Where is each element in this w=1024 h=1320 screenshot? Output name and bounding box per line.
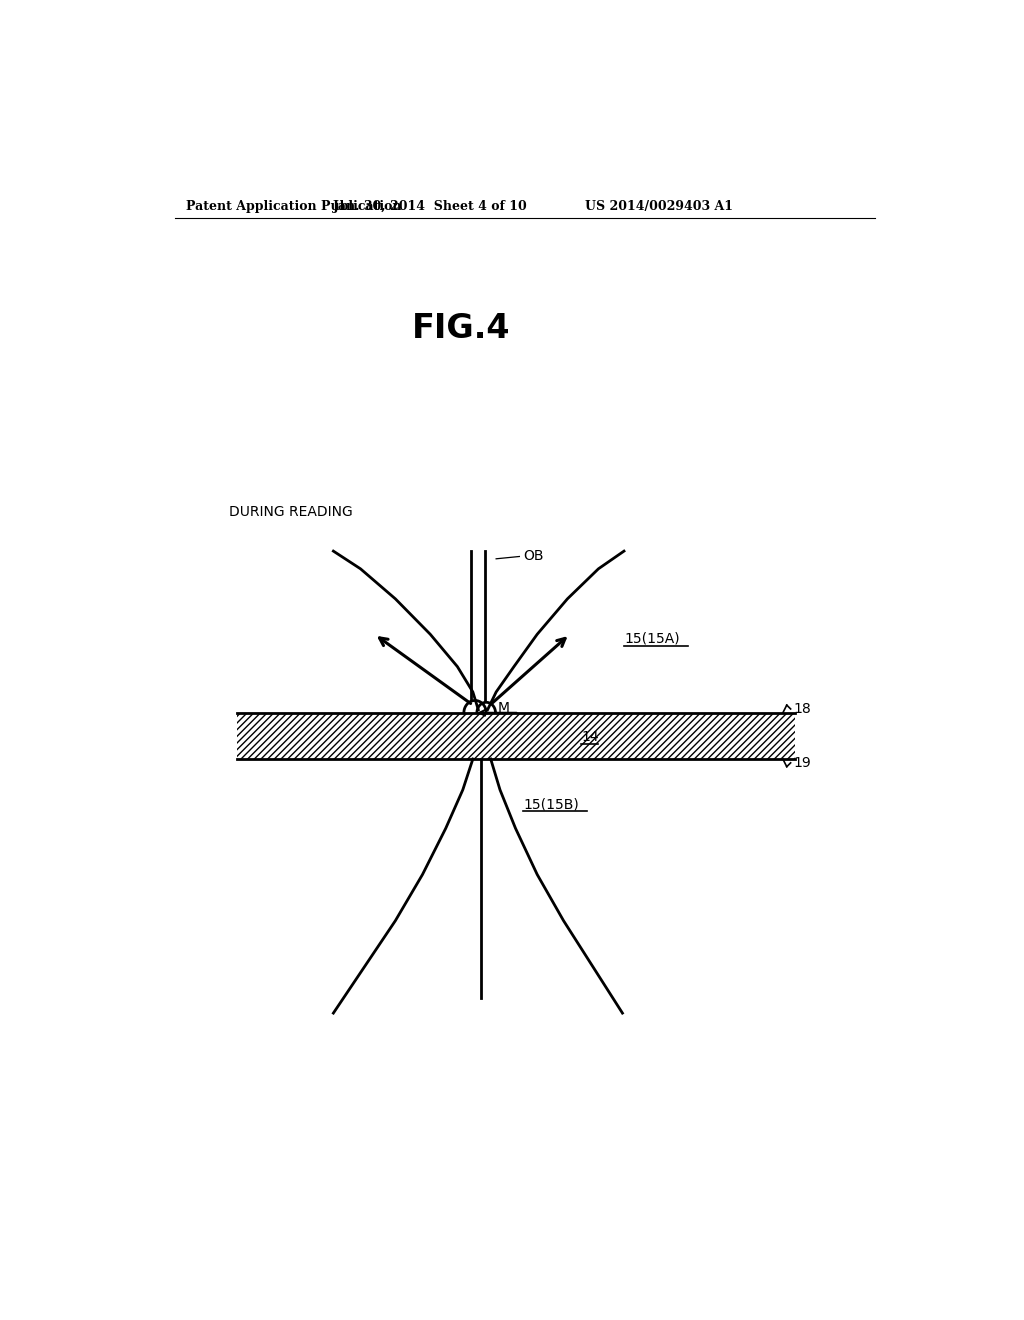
Text: DURING READING: DURING READING — [228, 506, 352, 519]
Text: 18: 18 — [794, 702, 811, 715]
Text: Jan. 30, 2014  Sheet 4 of 10: Jan. 30, 2014 Sheet 4 of 10 — [333, 199, 527, 213]
Text: Patent Application Publication: Patent Application Publication — [186, 199, 401, 213]
Bar — [237, 713, 795, 759]
Text: 14: 14 — [582, 730, 599, 743]
Text: 15(15A): 15(15A) — [624, 632, 680, 645]
Text: OB: OB — [523, 549, 544, 564]
Text: M: M — [498, 701, 510, 715]
Text: FIG.4: FIG.4 — [412, 313, 511, 346]
Text: 19: 19 — [794, 756, 811, 770]
Text: 15(15B): 15(15B) — [523, 797, 579, 812]
Text: US 2014/0029403 A1: US 2014/0029403 A1 — [586, 199, 733, 213]
